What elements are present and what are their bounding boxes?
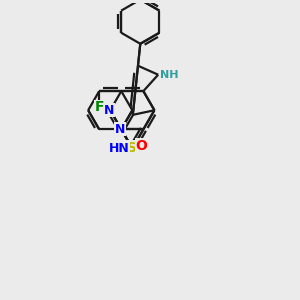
Text: HN: HN — [109, 142, 129, 155]
Text: N: N — [115, 123, 125, 136]
Text: S: S — [127, 142, 137, 155]
Text: NH: NH — [160, 70, 178, 80]
Text: O: O — [135, 139, 147, 153]
Text: N: N — [103, 104, 114, 117]
Text: F: F — [94, 100, 104, 114]
